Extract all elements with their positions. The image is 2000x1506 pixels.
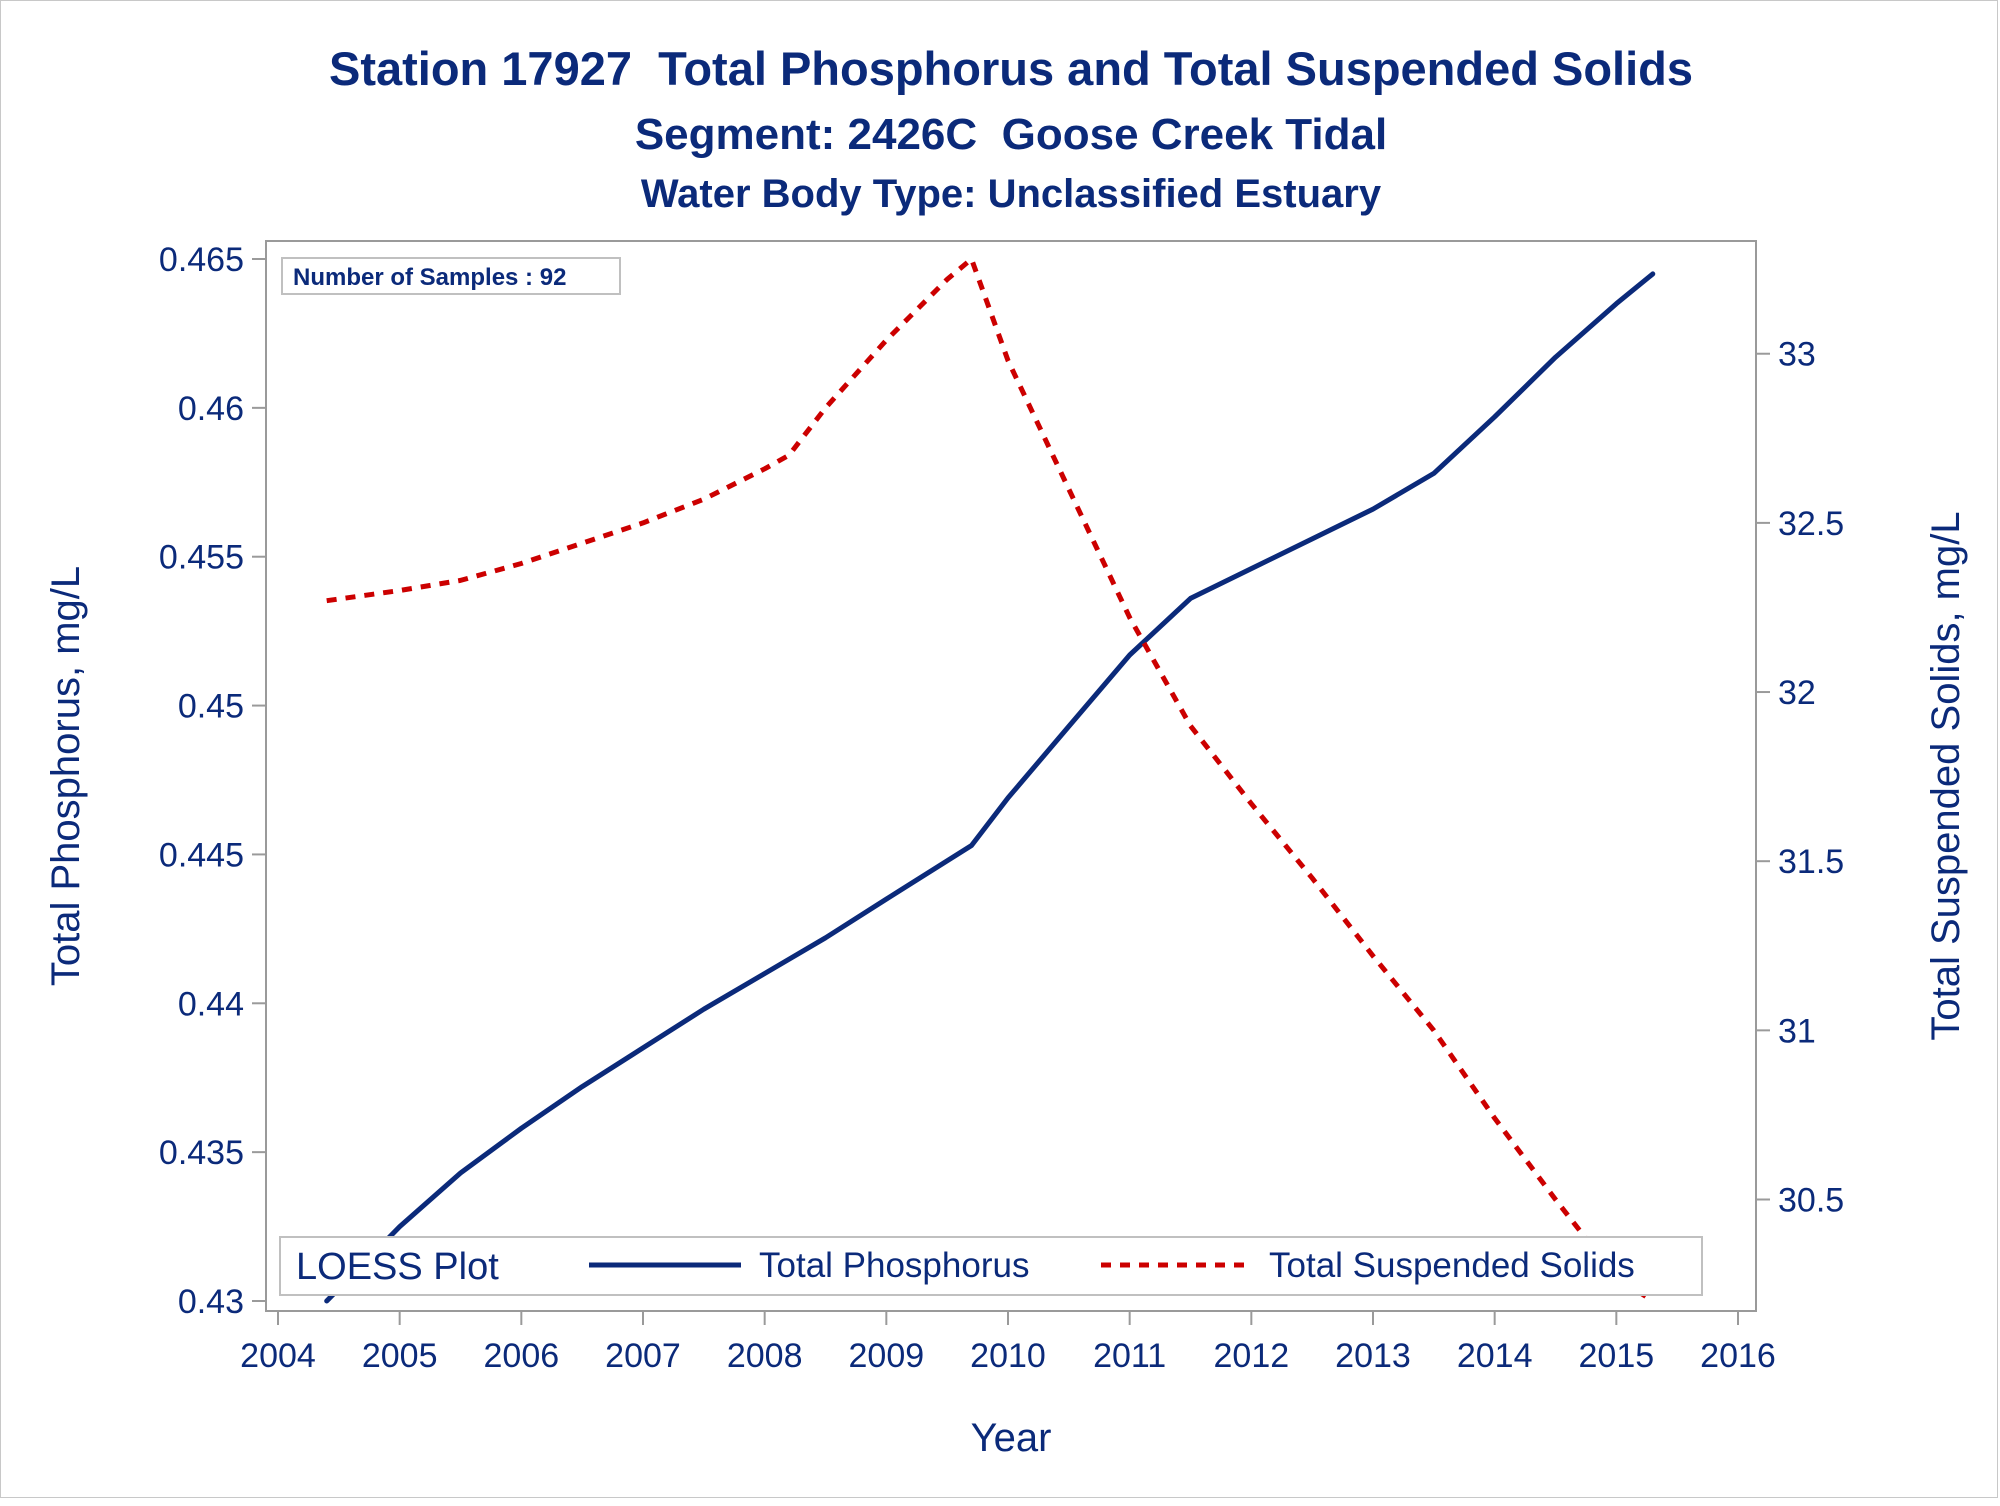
series-group bbox=[324, 256, 1656, 1304]
chart-subtitle-2: Water Body Type: Unclassified Estuary bbox=[641, 172, 1382, 216]
legend-box bbox=[279, 1236, 1703, 1296]
y2-axis-label: Total Suspended Solids, mg/L bbox=[1924, 511, 1968, 1040]
y-tick-label: 0.44 bbox=[178, 985, 244, 1023]
x-tick-label: 2012 bbox=[1214, 1337, 1290, 1375]
x-tick-label: 2013 bbox=[1335, 1337, 1411, 1375]
x-tick-label: 2011 bbox=[1093, 1337, 1166, 1375]
x-tick-label: 2010 bbox=[970, 1337, 1046, 1375]
annotation-box bbox=[281, 257, 621, 295]
y2-tick-label: 30.5 bbox=[1778, 1182, 1844, 1220]
x-tick-label: 2005 bbox=[362, 1337, 438, 1375]
y2-tick-label: 31.5 bbox=[1778, 843, 1844, 881]
x-tick-label: 2006 bbox=[484, 1337, 560, 1375]
y-axis-label: Total Phosphorus, mg/L bbox=[44, 566, 88, 986]
sample-count-annotation: Number of Samples : 92 bbox=[293, 264, 566, 291]
plot-area bbox=[265, 240, 1757, 1312]
legend-title: LOESS Plot bbox=[296, 1246, 499, 1288]
y-axis-right: 30.5 31 31.5 32 32.5 33 bbox=[1756, 336, 1844, 1220]
y2-tick-label: 32.5 bbox=[1778, 505, 1844, 543]
y-tick-label: 0.435 bbox=[159, 1134, 244, 1172]
series-line-total-phosphorus bbox=[324, 271, 1656, 1304]
x-tick-label: 2004 bbox=[240, 1337, 316, 1375]
x-tick-label: 2009 bbox=[849, 1337, 925, 1375]
x-tick-label: 2016 bbox=[1700, 1337, 1776, 1375]
x-axis: 2004 2005 2006 2007 2008 2009 2010 2011 2012 2013… bbox=[240, 1311, 1776, 1375]
legend-item-total-phosphorus: Total Phosphorus bbox=[759, 1246, 1029, 1285]
y-axis-left: 0.43 0.435 0.44 0.445 0.45 0.455 0.46 0.465 bbox=[159, 241, 266, 1321]
y-tick-label: 0.45 bbox=[178, 688, 244, 726]
y2-tick-label: 33 bbox=[1778, 336, 1816, 374]
y2-tick-label: 31 bbox=[1778, 1012, 1816, 1050]
y-tick-label: 0.465 bbox=[159, 241, 244, 279]
y-tick-label: 0.445 bbox=[159, 836, 244, 874]
legend-item-total-suspended-solids: Total Suspended Solids bbox=[1269, 1246, 1635, 1285]
chart-title: Station 17927 Total Phosphorus and Total… bbox=[329, 42, 1693, 95]
y-tick-label: 0.455 bbox=[159, 539, 244, 577]
x-tick-label: 2015 bbox=[1579, 1337, 1655, 1375]
y-tick-label: 0.43 bbox=[178, 1283, 244, 1321]
y-tick-label: 0.46 bbox=[178, 390, 244, 428]
x-axis-label: Year bbox=[971, 1416, 1052, 1460]
x-tick-label: 2008 bbox=[727, 1337, 803, 1375]
y2-tick-label: 32 bbox=[1778, 674, 1816, 712]
chart-subtitle: Segment: 2426C Goose Creek Tidal bbox=[635, 110, 1387, 159]
series-line-total-suspended-solids bbox=[326, 256, 1655, 1304]
x-tick-label: 2007 bbox=[605, 1337, 681, 1375]
x-tick-label: 2014 bbox=[1457, 1337, 1533, 1375]
